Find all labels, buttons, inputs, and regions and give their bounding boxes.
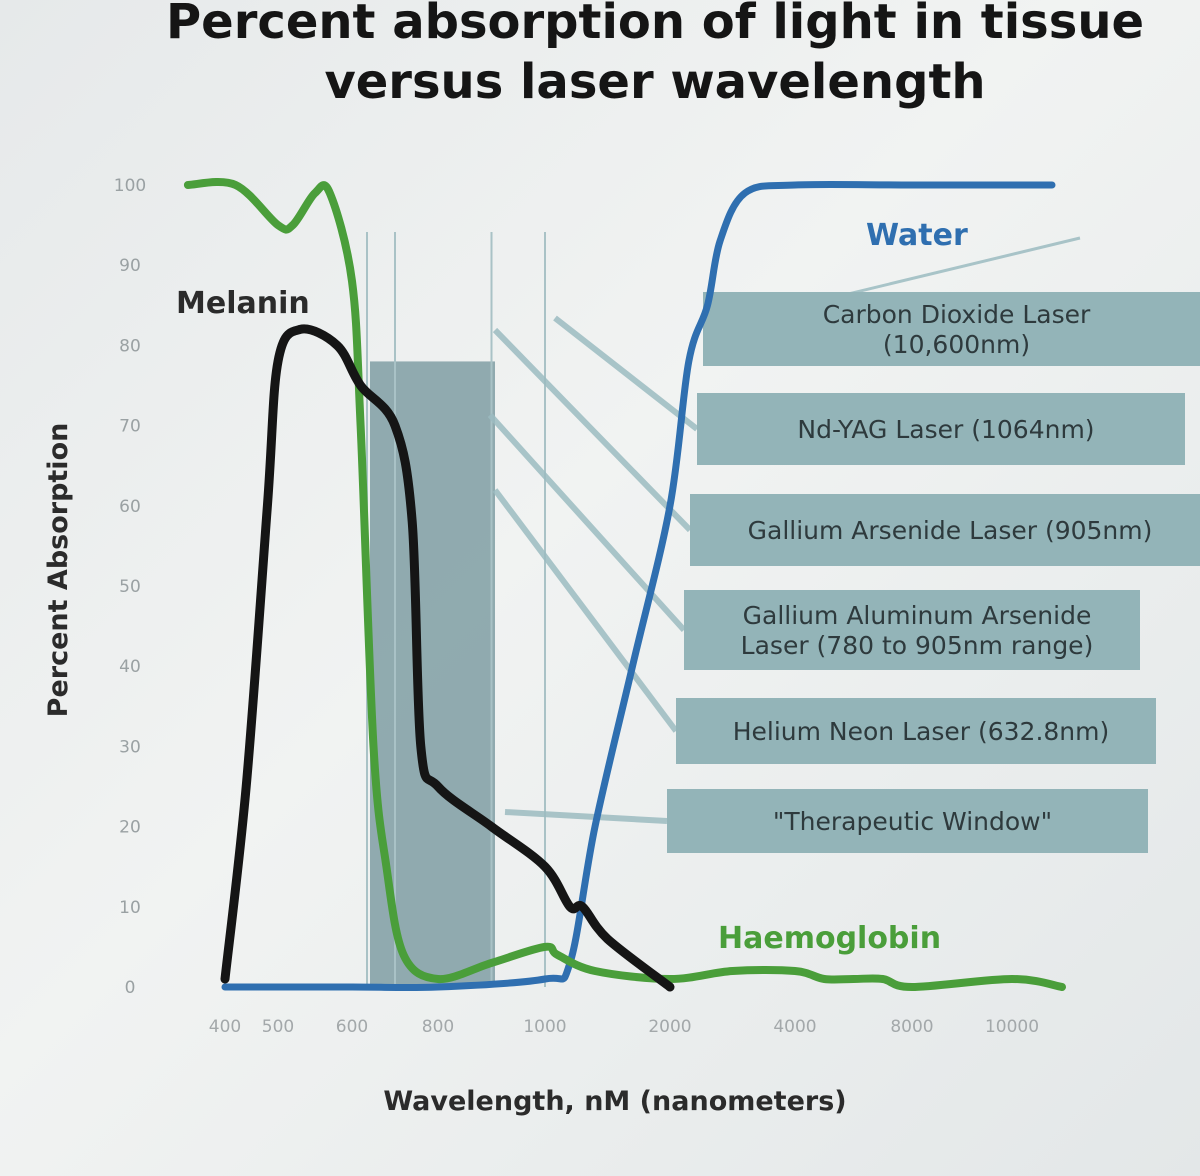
laser-box-rect [697, 393, 1185, 465]
y-tick-label: 10 [119, 898, 141, 918]
series-label-water: Water [866, 218, 968, 253]
laser-box-rect [667, 789, 1148, 853]
y-tick-label: 60 [119, 497, 141, 517]
laser-box-label: Gallium Arsenide Laser (905nm) [748, 516, 1153, 545]
y-tick-label: 50 [119, 577, 141, 597]
laser-box-label: Gallium Aluminum Arsenide [743, 601, 1092, 630]
laser-box: Gallium Arsenide Laser (905nm) [690, 494, 1200, 566]
x-axis-label: Wavelength, nM (nanometers) [383, 1086, 846, 1117]
laser-leader-line [553, 315, 699, 432]
x-tick-label: 1000 [523, 1017, 566, 1037]
x-tick-label: 400 [209, 1017, 241, 1037]
laser-box-rect [703, 292, 1200, 366]
laser-box-label: Carbon Dioxide Laser [823, 300, 1091, 329]
laser-box-label: (10,600nm) [883, 330, 1030, 359]
laser-box: Helium Neon Laser (632.8nm) [676, 698, 1156, 764]
laser-box-label: Helium Neon Laser (632.8nm) [733, 717, 1110, 746]
laser-leader-line [492, 488, 679, 733]
y-tick-label: 40 [119, 657, 141, 677]
y-tick-label: 20 [119, 818, 141, 838]
y-tick-label: 0 [125, 978, 136, 998]
x-tick-label: 800 [422, 1017, 454, 1037]
x-tick-label: 4000 [773, 1017, 816, 1037]
y-tick-label: 100 [114, 176, 146, 196]
y-tick-label: 30 [119, 737, 141, 757]
series-line-haemoglobin [183, 178, 1066, 991]
chart-title-line-1: Percent absorption of light in tissue [166, 0, 1144, 50]
laser-box-rect [690, 494, 1200, 566]
x-tick-label: 600 [336, 1017, 368, 1037]
laser-box-rect [676, 698, 1156, 764]
series-line-water [221, 180, 1056, 992]
y-axis-ticks: 0 10 20 30 40 50 60 70 80 90 100 [114, 176, 146, 998]
laser-box: Nd-YAG Laser (1064nm) [697, 393, 1185, 465]
laser-box: "Therapeutic Window" [667, 789, 1148, 853]
series-label-melanin: Melanin [176, 286, 310, 321]
series-line-melanin [220, 324, 675, 992]
series-label-haemoglobin: Haemoglobin [718, 921, 941, 956]
x-tick-label: 8000 [890, 1017, 933, 1037]
x-axis-ticks: 400 500 600 800 1000 2000 4000 8000 10000 [209, 1017, 1039, 1037]
laser-box-label: Nd-YAG Laser (1064nm) [797, 415, 1094, 444]
y-axis-label: Percent Absorption [43, 423, 74, 718]
laser-box-label: Laser (780 to 905nm range) [741, 631, 1094, 660]
laser-leader-line [492, 327, 693, 533]
y-tick-label: 90 [119, 256, 141, 276]
x-tick-label: 2000 [648, 1017, 691, 1037]
series-lines [183, 178, 1066, 992]
therapeutic-window [366, 232, 546, 987]
y-tick-label: 80 [119, 336, 141, 356]
x-tick-label: 500 [262, 1017, 294, 1037]
laser-leader-line [504, 809, 668, 824]
laser-boxes: Carbon Dioxide Laser(10,600nm) Nd-YAG Las… [667, 292, 1200, 853]
laser-leader-lines [487, 236, 1081, 824]
x-tick-label: 10000 [985, 1017, 1039, 1037]
laser-box: Carbon Dioxide Laser(10,600nm) [703, 292, 1200, 366]
laser-box-rect [684, 590, 1140, 670]
laser-box-label: "Therapeutic Window" [773, 807, 1052, 836]
chart-title-line-2: versus laser wavelength [324, 54, 985, 110]
y-tick-label: 70 [119, 417, 141, 437]
